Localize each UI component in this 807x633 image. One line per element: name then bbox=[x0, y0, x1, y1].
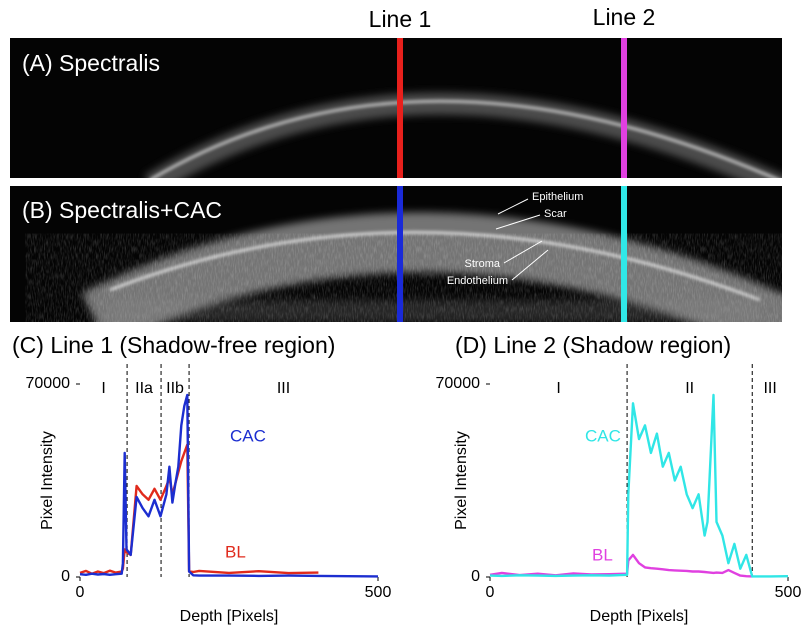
chart-title: (C) Line 1 (Shadow-free region) bbox=[12, 332, 335, 358]
x-tick-label: 0 bbox=[486, 584, 495, 601]
annotation: Epithelium bbox=[532, 191, 583, 203]
y-axis-label: Pixel Intensity bbox=[39, 431, 56, 530]
line-label: Line 1 bbox=[369, 6, 432, 32]
y-axis-label: Pixel Intensity bbox=[453, 431, 470, 530]
chart-title: (D) Line 2 (Shadow region) bbox=[455, 332, 731, 358]
region-label: IIa bbox=[135, 380, 153, 397]
data-line bbox=[489, 553, 753, 578]
series-label: CAC bbox=[230, 426, 266, 445]
region-label: I bbox=[556, 380, 560, 397]
annotation: Endothelium bbox=[447, 275, 508, 287]
line-label: Line 2 bbox=[593, 4, 656, 30]
annotation-leaders bbox=[495, 198, 549, 281]
data-line bbox=[489, 393, 789, 578]
region-label: III bbox=[277, 380, 290, 397]
x-tick-label: 500 bbox=[365, 584, 392, 601]
series-label: BL bbox=[225, 542, 246, 561]
region-label: II bbox=[685, 380, 694, 397]
series-label: BL bbox=[592, 545, 613, 564]
series-label: CAC bbox=[585, 426, 621, 445]
y-tick-label: 70000 bbox=[26, 375, 71, 392]
annotation: Stroma bbox=[465, 258, 501, 270]
x-axis-label: Depth [Pixels] bbox=[590, 608, 689, 625]
region-label: III bbox=[763, 380, 776, 397]
annotation: Scar bbox=[544, 208, 567, 220]
data-line bbox=[79, 443, 319, 575]
data-line bbox=[79, 393, 379, 578]
y-tick-label: 70000 bbox=[436, 375, 481, 392]
oct-cornea-b bbox=[81, 212, 782, 322]
panel-label: (B) Spectralis+CAC bbox=[22, 197, 222, 223]
x-tick-label: 500 bbox=[775, 584, 802, 601]
x-tick-label: 0 bbox=[76, 584, 85, 601]
oct-cornea-a bbox=[144, 92, 782, 178]
region-label: IIb bbox=[166, 380, 184, 397]
y-tick-label: 0 bbox=[61, 568, 70, 585]
region-label: I bbox=[101, 380, 105, 397]
panel-label: (A) Spectralis bbox=[22, 50, 160, 76]
x-axis-label: Depth [Pixels] bbox=[180, 608, 279, 625]
y-tick-label: 0 bbox=[471, 568, 480, 585]
